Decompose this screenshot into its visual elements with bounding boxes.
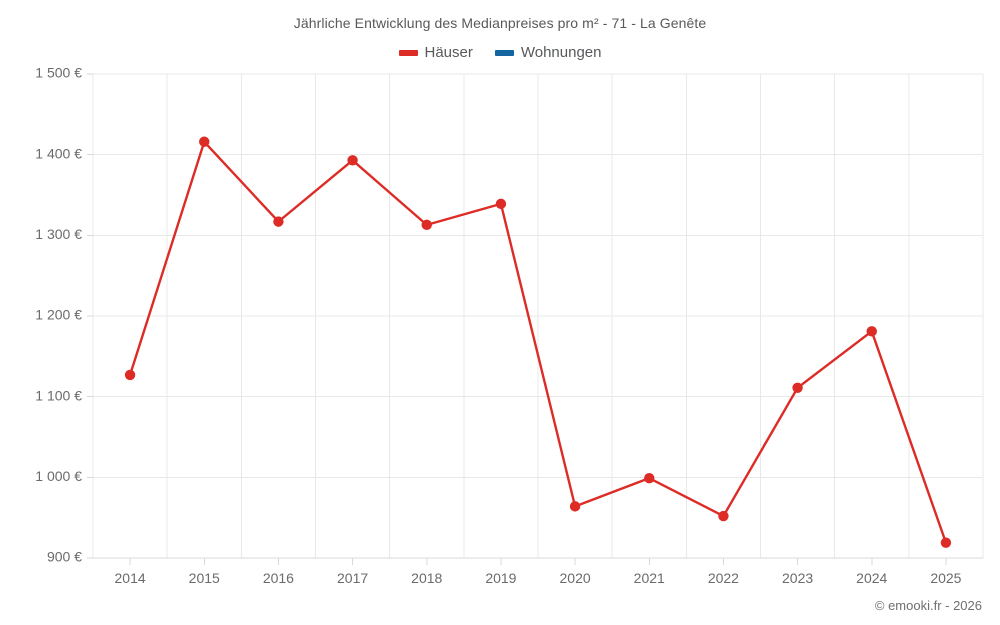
x-axis-tick-label: 2017 <box>337 570 368 586</box>
data-series-group: 2014: 1127 2015: 1416 2016: 1317 2017: 1393… <box>124 136 952 548</box>
chart-title: Jährliche Entwicklung des Medianpreises … <box>293 15 707 31</box>
x-axis-tick-label: 2015 <box>189 570 220 586</box>
data-point[interactable]: 2020: 964 <box>569 501 581 512</box>
x-axis-tick-label: 2024 <box>856 570 887 586</box>
footer-credit: © emooki.fr - 2026 <box>874 598 982 613</box>
y-axis-tick-labels: 900 € 1 000 € 1 100 € 1 200 € 1 300 € 1 400 €… <box>35 65 82 565</box>
x-axis-tick-label: 2018 <box>411 570 442 586</box>
data-point[interactable]: 2015: 1416 <box>199 136 210 147</box>
x-axis-tick-label: 2016 <box>263 570 294 586</box>
x-axis-tick-label: 2023 <box>782 570 813 586</box>
data-point[interactable]: 2021: 999 <box>644 472 655 484</box>
chart-legend: Häuser Wohnungen <box>0 45 1000 60</box>
data-point[interactable]: 2025: 919 <box>940 537 952 548</box>
y-axis-tick-label: 1 100 € <box>35 387 82 403</box>
y-axis-tick-label: 900 € <box>47 549 82 565</box>
legend-swatch-wohnungen-icon <box>494 49 514 56</box>
legend-item-hauser[interactable]: Häuser <box>398 44 473 61</box>
x-axis-tick-label: 2022 <box>708 570 739 586</box>
legend-item-wohnungen[interactable]: Wohnungen <box>494 44 602 61</box>
x-axis-tick-label: 2020 <box>560 570 591 586</box>
data-point[interactable]: 2023: 1111 <box>792 382 803 393</box>
x-axis-tick-label: 2021 <box>634 570 665 586</box>
y-axis-tick-label: 1 400 € <box>35 145 82 161</box>
x-axis-tick-label: 2019 <box>485 570 516 586</box>
data-point[interactable]: 2017: 1393 <box>347 155 358 166</box>
legend-label-wohnungen: Wohnungen <box>520 44 602 61</box>
data-point[interactable]: 2018: 1313 <box>421 219 432 231</box>
grid-lines <box>92 73 984 559</box>
series-line-0 <box>128 140 948 544</box>
x-axis-tick-label: 2014 <box>115 570 146 586</box>
axis-lines <box>87 73 983 565</box>
data-point[interactable]: 2024: 1181 <box>866 326 877 337</box>
data-point[interactable]: 2016: 1317 <box>273 216 284 227</box>
legend-swatch-hauser-icon <box>398 49 418 56</box>
x-axis-tick-labels: 2014 2015 2016 2017 2018 2019 2020 2021 2022 2023… <box>115 570 962 586</box>
y-axis-tick-label: 1 200 € <box>35 307 82 323</box>
y-axis-tick-label: 1 000 € <box>35 468 82 484</box>
y-axis-tick-label: 1 500 € <box>35 65 82 81</box>
legend-label-hauser: Häuser <box>424 44 473 61</box>
data-point[interactable]: 2014: 1127 <box>124 369 136 381</box>
y-axis-tick-label: 1 300 € <box>35 226 82 242</box>
data-point[interactable]: 2019: 1339 <box>495 198 507 210</box>
data-point[interactable]: 2022: 952 <box>718 510 729 522</box>
x-axis-tick-label: 2025 <box>930 570 961 586</box>
